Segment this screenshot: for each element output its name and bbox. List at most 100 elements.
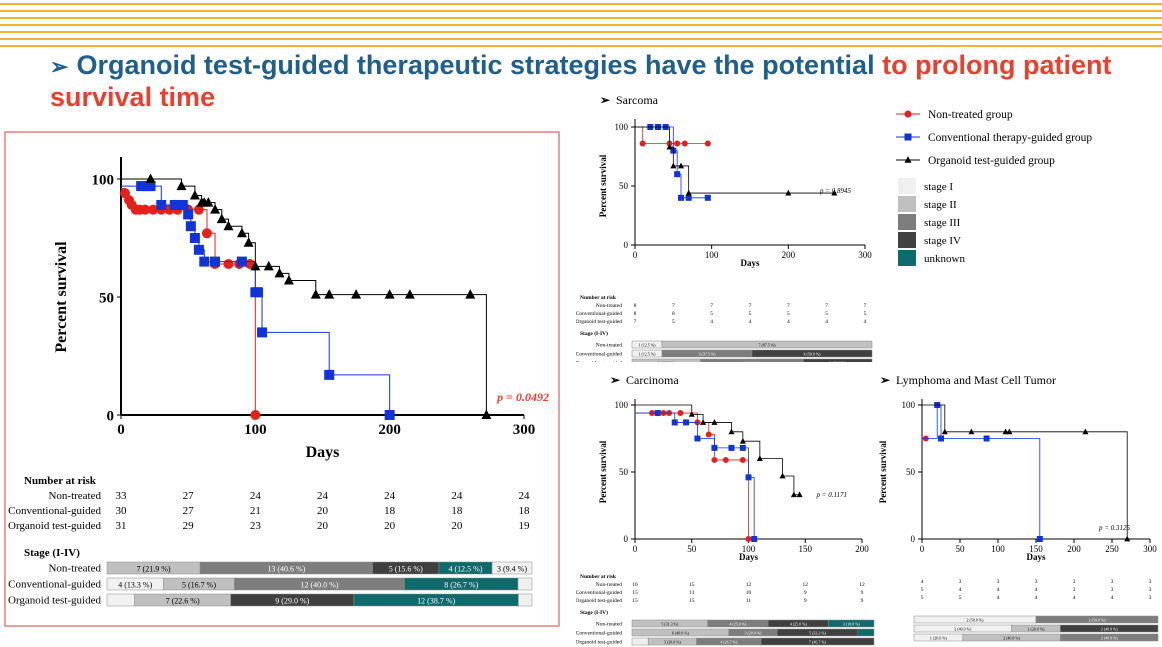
stage-segment-label: 1 (12.5 %)	[639, 351, 657, 356]
y-tick-label: 50	[619, 467, 629, 477]
risk-count: 7	[710, 303, 713, 309]
stage-segment-label: 3 (42.9 %)	[744, 360, 762, 362]
censor-marker	[1036, 536, 1043, 542]
censor-marker	[283, 274, 294, 285]
risk-count: 20	[384, 520, 396, 532]
x-tick-label: 50	[956, 544, 966, 554]
censor-marker	[711, 444, 718, 451]
y-tick-label: 100	[615, 122, 629, 132]
arrow-bullet-icon: ➢	[50, 54, 69, 79]
stage-segment-label: 2 (50.0 %)	[967, 617, 985, 622]
risk-count: 3	[1111, 587, 1114, 593]
legend-square-icon	[904, 133, 912, 141]
risk-table-title: Number at risk	[24, 475, 97, 487]
risk-row-label: Conventional-guided	[576, 590, 622, 596]
risk-count: 24	[451, 490, 463, 502]
risk-count: 7	[787, 303, 790, 309]
risk-count: 3	[1073, 587, 1076, 593]
stage-segment-label: 2 (40.0 %)	[954, 626, 972, 631]
stage-segment	[700, 358, 804, 362]
legend-stage-label: unknown	[924, 253, 965, 265]
risk-count: 4	[825, 319, 828, 325]
censor-marker	[739, 456, 746, 463]
risk-count: 5	[672, 319, 675, 325]
x-tick-label: 200	[378, 422, 401, 438]
stage-segment	[518, 593, 533, 607]
censor-marker	[148, 204, 159, 215]
censor-marker	[785, 189, 792, 196]
censor-marker	[1082, 428, 1089, 435]
censor-marker	[779, 472, 786, 479]
censor-marker	[678, 162, 684, 169]
censor-marker	[185, 221, 196, 232]
x-axis-label: Days	[740, 258, 759, 268]
censor-marker	[666, 143, 673, 150]
x-tick-label: 100	[244, 422, 267, 438]
stage-segment	[1060, 624, 1159, 633]
censor-marker	[156, 199, 167, 210]
risk-count: 9	[804, 590, 807, 596]
censor-marker	[705, 431, 712, 438]
censor-marker	[677, 410, 684, 417]
censor-marker	[384, 289, 395, 299]
risk-count: 5	[825, 311, 828, 317]
censor-marker	[711, 419, 718, 425]
censor-marker	[722, 456, 729, 463]
censor-marker	[1006, 428, 1013, 435]
risk-count: 15	[632, 590, 638, 596]
stage-table-title: Stage (I-IV)	[24, 547, 80, 559]
risk-count: 10	[746, 590, 752, 596]
censor-marker	[728, 444, 735, 451]
censor-marker	[711, 456, 718, 463]
risk-count: 13	[689, 590, 695, 596]
stage-row-label: Non-treated	[596, 343, 623, 349]
stage-segment	[106, 593, 135, 607]
censor-marker	[324, 369, 335, 380]
risk-row-label: Non-treated	[596, 582, 623, 588]
stage-segment-label: 1 (20.0 %)	[930, 635, 948, 640]
stage-segment-label: 7 (46.7 %)	[809, 639, 827, 644]
censor-marker	[751, 536, 758, 542]
risk-row-label: Conventional-guided	[8, 505, 101, 517]
censor-marker	[210, 204, 221, 214]
stage-segment	[803, 358, 873, 362]
censor-marker	[199, 256, 210, 267]
risk-count: 27	[183, 490, 195, 502]
risk-count: 5	[710, 311, 713, 317]
legend-stage-swatch	[898, 214, 916, 230]
censor-marker	[654, 410, 661, 417]
censor-marker	[968, 428, 975, 435]
censor-marker	[145, 173, 156, 183]
bullet-arrow-icon: ➢	[600, 93, 611, 107]
censor-marker	[274, 267, 285, 278]
censor-marker	[1124, 535, 1131, 542]
risk-row-label: Non-treated	[48, 490, 101, 502]
censor-marker	[728, 428, 735, 435]
censor-marker	[745, 536, 752, 542]
censor-marker	[223, 258, 234, 269]
censor-marker	[983, 435, 990, 442]
bullet-arrow-icon: ➢	[610, 373, 621, 387]
risk-count: 7	[749, 303, 752, 309]
stage-row-label: Conventional-guided	[576, 631, 622, 637]
stage-segment	[751, 349, 873, 358]
legend-stage-label: stage I	[924, 181, 953, 193]
censor-marker	[189, 190, 200, 200]
x-tick-label: 200	[1067, 544, 1081, 554]
censor-marker	[678, 194, 684, 201]
x-tick-label: 300	[858, 250, 872, 260]
risk-count: 20	[317, 505, 329, 517]
censor-marker	[310, 289, 321, 299]
legend-panel: Non-treated group Conventional therapy-gu…	[896, 109, 1092, 266]
censor-marker	[465, 289, 476, 299]
risk-count: 5	[787, 311, 790, 317]
x-tick-label: 0	[633, 544, 638, 554]
risk-count: 9	[861, 598, 864, 604]
risk-count: 19	[519, 520, 531, 532]
y-axis-label: Percent survival	[878, 440, 888, 503]
risk-count: 31	[116, 520, 127, 532]
panel-frame	[4, 131, 560, 627]
sarcoma-panel: ➢ Sarcoma 0 100 200 300 0 50 100 Days Percent surv…	[576, 93, 873, 362]
header-stripes	[0, 3, 1162, 47]
chart-title: Lymphoma and Mast Cell Tumor	[896, 373, 1056, 387]
